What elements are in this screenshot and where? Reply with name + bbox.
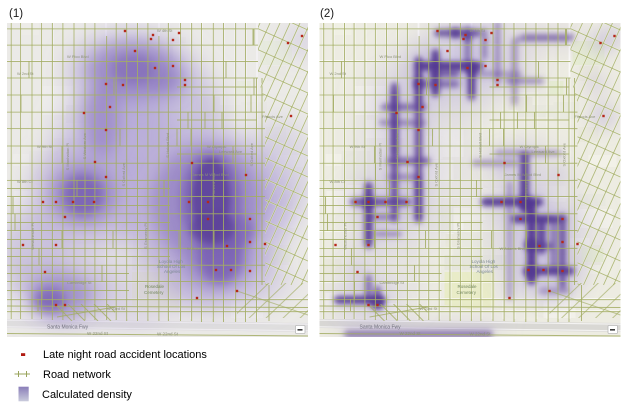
svg-text:Late night road accident locat: Late night road accident locations — [43, 349, 207, 361]
svg-text:Road network: Road network — [43, 369, 111, 381]
svg-text:Calculated density: Calculated density — [42, 389, 132, 401]
svg-text:(2): (2) — [320, 8, 334, 20]
svg-text:(1): (1) — [9, 8, 23, 20]
